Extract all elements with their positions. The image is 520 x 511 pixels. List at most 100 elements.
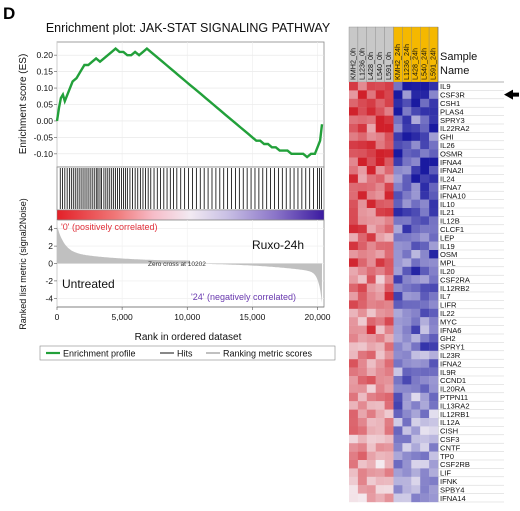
heatmap-cell bbox=[384, 317, 394, 326]
heatmap-cell bbox=[375, 334, 385, 343]
heatmap-cell bbox=[375, 157, 385, 167]
heatmap-cell bbox=[349, 132, 359, 141]
heatmap-cell bbox=[384, 426, 394, 435]
heatmap-cell bbox=[420, 283, 430, 293]
heatmap-cell bbox=[411, 241, 421, 251]
heatmap-cell bbox=[402, 166, 412, 175]
heatmap-cell bbox=[384, 250, 394, 259]
heatmap-cell bbox=[429, 485, 439, 494]
heatmap-cell bbox=[411, 485, 421, 494]
heatmap-cell bbox=[366, 124, 376, 133]
heatmap-cell bbox=[411, 191, 421, 200]
heatmap-cell bbox=[384, 174, 394, 183]
heatmap-cell bbox=[375, 241, 385, 251]
heatmap-cell bbox=[375, 485, 385, 494]
heatmap-cell bbox=[349, 199, 359, 209]
heatmap-cell bbox=[402, 149, 412, 158]
x-axis-ticks: 0 5,000 10,000 15,000 20,000 bbox=[55, 306, 331, 322]
gene-label: CSH1 bbox=[440, 99, 460, 108]
sample-label: L1236_0h bbox=[357, 48, 366, 80]
heatmap-cell bbox=[420, 82, 430, 91]
heatmap-cell bbox=[393, 334, 403, 343]
heatmap-cell bbox=[384, 115, 394, 125]
heatmap-cell bbox=[366, 107, 376, 116]
heatmap-cell bbox=[420, 308, 430, 318]
sample-label: L540_0h bbox=[375, 52, 384, 80]
heatmap-cell bbox=[420, 140, 430, 150]
heatmap-cell bbox=[366, 166, 376, 175]
heatmap-cell bbox=[357, 359, 367, 368]
heatmap-cell bbox=[366, 308, 376, 318]
heatmap-cell bbox=[349, 493, 359, 503]
heatmap-cell bbox=[393, 208, 403, 217]
heatmap-cell bbox=[393, 384, 403, 393]
heatmap-cell bbox=[402, 258, 412, 267]
heatmap-cell bbox=[357, 409, 367, 419]
heatmap-cell bbox=[420, 258, 430, 267]
heatmap-cell bbox=[402, 359, 412, 368]
gene-label: IL7 bbox=[440, 292, 451, 301]
heatmap-cell bbox=[411, 98, 421, 108]
heatmap-cell bbox=[384, 233, 394, 242]
x-tick-label: 0 bbox=[55, 312, 60, 322]
es-y-axis-label: Enrichment score (ES) bbox=[18, 54, 29, 155]
heatmap-cell bbox=[384, 292, 394, 301]
heatmap-cell bbox=[384, 493, 394, 503]
x-tick-label: 15,000 bbox=[239, 312, 265, 322]
gene-label: OSMR bbox=[440, 149, 463, 158]
heatmap-cell bbox=[349, 216, 359, 225]
heatmap-cell bbox=[366, 376, 376, 385]
heatmap-cell bbox=[393, 443, 403, 452]
heatmap-cell bbox=[357, 115, 367, 125]
heatmap-cell bbox=[366, 149, 376, 158]
heatmap-cell bbox=[393, 266, 403, 276]
heatmap-cell bbox=[349, 342, 359, 351]
heatmap-cell bbox=[375, 191, 385, 200]
heatmap-cell bbox=[411, 342, 421, 351]
heatmap-cell bbox=[393, 308, 403, 318]
heatmap-cell bbox=[420, 401, 430, 410]
heatmap-cell bbox=[420, 174, 430, 183]
heatmap-cell bbox=[420, 98, 430, 108]
gene-label: IL12A bbox=[440, 418, 461, 427]
heatmap-cell bbox=[349, 392, 359, 402]
gene-label: TP0 bbox=[440, 452, 454, 461]
heatmap-cell bbox=[384, 308, 394, 318]
heatmap-cell bbox=[349, 376, 359, 385]
heatmap-cell bbox=[384, 98, 394, 108]
heatmap-cell bbox=[384, 90, 394, 99]
heatmap-cell bbox=[420, 233, 430, 242]
heatmap-cell bbox=[420, 384, 430, 393]
sample-label: L428_24h bbox=[411, 48, 420, 80]
heatmap-cell bbox=[384, 384, 394, 393]
enrichment-profile-line bbox=[55, 47, 324, 159]
positively-correlated-label: '0' (positively correlated) bbox=[61, 222, 157, 232]
heatmap-cell bbox=[393, 90, 403, 99]
gene-label: IL26 bbox=[440, 141, 455, 150]
es-y-ticks: 0.20 0.15 0.10 0.05 0.00 -0.05 -0.10 bbox=[34, 50, 57, 159]
heatmap-cell bbox=[357, 132, 367, 141]
gene-label: IL12B bbox=[440, 217, 460, 226]
gene-label: IL23R bbox=[440, 351, 461, 360]
heatmap-cell bbox=[349, 334, 359, 343]
heatmap-cell bbox=[429, 132, 439, 141]
heatmap-cell bbox=[393, 224, 403, 234]
heatmap-cell bbox=[384, 224, 394, 234]
heatmap-cell bbox=[349, 98, 359, 108]
heatmap-cell bbox=[384, 283, 394, 293]
heatmap-cell bbox=[393, 485, 403, 494]
heatmap-cell bbox=[402, 182, 412, 192]
metric-y-tick-label: 4 bbox=[48, 224, 53, 234]
heatmap-cell bbox=[429, 98, 439, 108]
heatmap-cell bbox=[393, 233, 403, 242]
heatmap-cell bbox=[357, 224, 367, 234]
heatmap-cell bbox=[402, 140, 412, 150]
legend-metric-label: Ranking metric scores bbox=[223, 349, 313, 359]
heatmap-cell bbox=[411, 350, 421, 360]
rank-color-bar bbox=[56, 209, 325, 221]
heatmap-cell bbox=[411, 392, 421, 402]
heatmap-cell bbox=[393, 174, 403, 183]
heatmap-cell bbox=[411, 418, 421, 427]
heatmap-cell bbox=[402, 460, 412, 469]
heatmap-cell bbox=[349, 384, 359, 393]
